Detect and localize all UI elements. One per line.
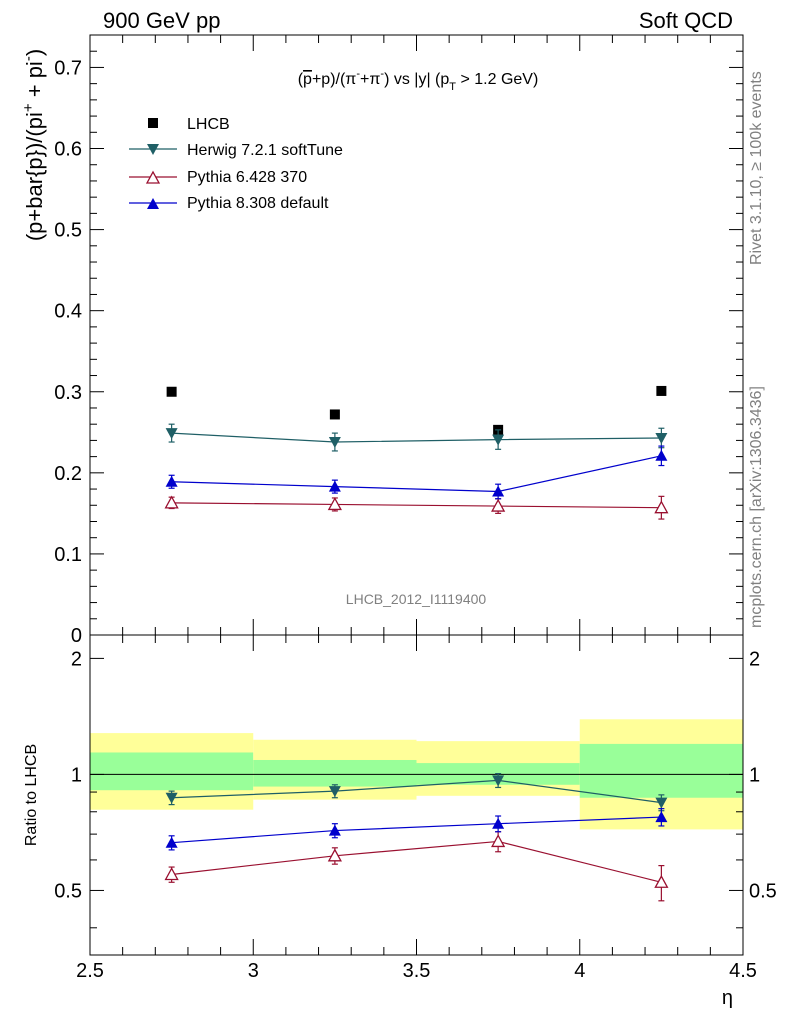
main-y-label: (p+bar{p})/(pi+ + pi-) xyxy=(20,49,47,241)
main-point-s3-0 xyxy=(165,475,178,487)
ratio-ytick-label-left: 2 xyxy=(71,648,82,670)
ratio-y-tick-labels: 0.5 0.5 1 1 2 2 xyxy=(54,648,777,902)
main-point-s1-2 xyxy=(492,434,505,446)
ratio-point-s0-3 xyxy=(655,797,668,809)
main-point-s1-1 xyxy=(328,437,341,449)
main-point-s1-0 xyxy=(165,428,178,440)
legend-marker-pythia8 xyxy=(147,198,159,209)
ratio-ytick-label-right: 2 xyxy=(749,648,760,670)
main-ytick-label: 0.5 xyxy=(54,220,82,242)
band-inner-3 xyxy=(579,743,743,798)
main-ytick-label: 0 xyxy=(71,625,82,647)
ratio-point-s2-1 xyxy=(328,824,341,836)
legend-label-herwig: Herwig 7.2.1 softTune xyxy=(187,142,343,159)
x-tick-label: 3.5 xyxy=(403,960,431,982)
ratio-ytick-label-right: 1 xyxy=(749,764,760,786)
legend-label-pythia6: Pythia 6.428 370 xyxy=(187,169,307,186)
x-axis-label: η xyxy=(722,987,733,1009)
main-ytick-label: 0.3 xyxy=(54,382,82,404)
ratio-point-s1-3 xyxy=(654,874,669,888)
rivet-label: Rivet 3.1.10, ≥ 100k events xyxy=(748,71,765,265)
ratio-frame xyxy=(89,634,744,956)
x-tick-label: 2.5 xyxy=(76,960,104,982)
legend: LHCB Herwig 7.2.1 softTune Pythia 6.428 … xyxy=(129,116,343,212)
main-series-layer xyxy=(164,385,669,520)
main-panel: 0 0.1 0.2 0.3 0.4 0.5 0.6 0.7 (p+p)/(π-+π-) vs … xyxy=(20,34,744,647)
main-point-s0-1 xyxy=(329,409,340,420)
main-point-s2-2 xyxy=(491,498,506,512)
x-tick-labels: 2.5 3 3.5 4 4.5 xyxy=(76,960,757,982)
ratio-series-layer xyxy=(164,772,669,902)
legend-marker-herwig xyxy=(147,144,159,155)
ratio-ytick-label-left: 1 xyxy=(71,764,82,786)
main-point-s3-3 xyxy=(655,449,668,461)
legend-label-pythia8: Pythia 8.308 default xyxy=(187,195,329,212)
main-point-s0-3 xyxy=(656,385,667,396)
x-tick-label: 4 xyxy=(574,960,585,982)
main-title: (p+p)/(π-+π-) vs |y| (pT > 1.2 GeV) xyxy=(298,68,539,93)
main-point-s2-0 xyxy=(164,495,179,509)
main-point-s2-3 xyxy=(654,500,669,514)
main-point-s1-3 xyxy=(655,432,668,444)
ratio-panel: 0.5 0.5 1 1 2 2 2.5 3 3.5 4 4.5 Ratio to LHCB η xyxy=(23,634,777,1009)
x-tick-label: 3 xyxy=(248,960,259,982)
legend-marker-pythia6 xyxy=(145,170,161,184)
main-point-s0-0 xyxy=(166,386,177,397)
ratio-ytick-label-right: 0.5 xyxy=(749,880,777,902)
ratio-series-line-2 xyxy=(171,816,662,844)
ratio-point-s0-0 xyxy=(165,792,178,804)
x-tick-label: 4.5 xyxy=(729,960,757,982)
ratio-point-s0-2 xyxy=(492,775,505,787)
main-ytick-label: 0.1 xyxy=(54,544,82,566)
main-point-s3-2 xyxy=(492,485,505,497)
main-ytick-label: 0.7 xyxy=(54,57,82,79)
main-series-line-3 xyxy=(171,455,662,493)
ratio-series-line-0 xyxy=(171,779,662,804)
band-inner-0 xyxy=(90,752,254,791)
ratio-point-s1-2 xyxy=(491,834,506,848)
ratio-ytick-label-left: 0.5 xyxy=(54,880,82,902)
ratio-axis-ticks xyxy=(89,635,744,955)
main-ytick-label: 0.4 xyxy=(54,301,82,323)
legend-entry-lhcb: LHCB xyxy=(148,116,230,133)
ratio-point-s2-3 xyxy=(655,811,668,823)
ratio-point-s1-0 xyxy=(164,867,179,881)
main-series-line-2 xyxy=(171,502,662,509)
ratio-y-label: Ratio to LHCB xyxy=(23,744,40,846)
ratio-series-line-1 xyxy=(171,840,662,883)
mcplots-label: mcplots.cern.ch [arXiv:1306.3436] xyxy=(748,386,765,628)
legend-marker-lhcb xyxy=(148,118,158,128)
ratio-point-s0-1 xyxy=(328,786,341,798)
main-point-s2-1 xyxy=(327,497,342,511)
header-left: 900 GeV pp xyxy=(103,8,220,33)
ratio-point-s1-1 xyxy=(327,848,342,862)
legend-entry-herwig: Herwig 7.2.1 softTune xyxy=(129,142,343,159)
band-inner-1 xyxy=(253,759,417,787)
main-ytick-label: 0.2 xyxy=(54,463,82,485)
ratio-point-s2-2 xyxy=(492,817,505,829)
legend-entry-pythia8: Pythia 8.308 default xyxy=(129,195,329,212)
legend-entry-pythia6: Pythia 6.428 370 xyxy=(129,169,307,186)
main-series-line-1 xyxy=(171,432,662,443)
main-point-s3-1 xyxy=(328,480,341,492)
main-ytick-label: 0.6 xyxy=(54,139,82,161)
pbar-glyph: p xyxy=(303,71,312,88)
header-right: Soft QCD xyxy=(639,8,733,33)
ratio-point-s2-0 xyxy=(165,836,178,848)
legend-label-lhcb: LHCB xyxy=(187,116,230,133)
analysis-watermark: LHCB_2012_I1119400 xyxy=(346,591,487,607)
main-y-tick-labels: 0 0.1 0.2 0.3 0.4 0.5 0.6 0.7 xyxy=(54,57,82,647)
